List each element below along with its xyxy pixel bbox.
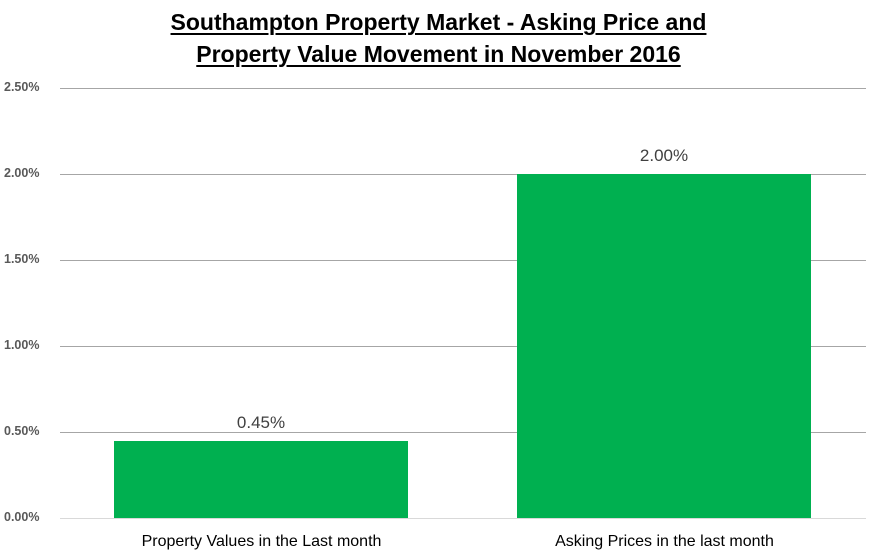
y-tick-1-50: 1.50% [4, 252, 40, 266]
bar-property-values [114, 440, 408, 518]
y-tick-0-00: 0.00% [4, 510, 40, 524]
y-tick-2-00: 2.00% [4, 166, 40, 180]
bar-asking-prices [517, 174, 811, 518]
chart-title-line-1: Southampton Property Market - Asking Pri… [170, 9, 707, 35]
y-tick-1-00: 1.00% [4, 338, 40, 352]
x-category-asking-prices: Asking Prices in the last month [555, 533, 774, 550]
data-label-asking-prices: 2.00% [639, 146, 689, 165]
gridline-0-50 [60, 432, 866, 433]
data-label-property-values: 0.45% [236, 412, 286, 432]
x-category-property-values: Property Values in the Last month [141, 533, 382, 550]
gridline-2-50 [60, 88, 866, 89]
x-axis-baseline [60, 518, 866, 519]
chart-title: Southampton Property Market - Asking Pri… [0, 6, 877, 70]
y-tick-2-50: 2.50% [4, 80, 40, 94]
gridline-2-00 [60, 174, 866, 175]
gridline-1-50 [60, 260, 866, 261]
y-tick-0-50: 0.50% [4, 424, 40, 438]
chart-title-line-2: Property Value Movement in November 2016 [196, 41, 681, 67]
gridline-1-00 [60, 346, 866, 347]
